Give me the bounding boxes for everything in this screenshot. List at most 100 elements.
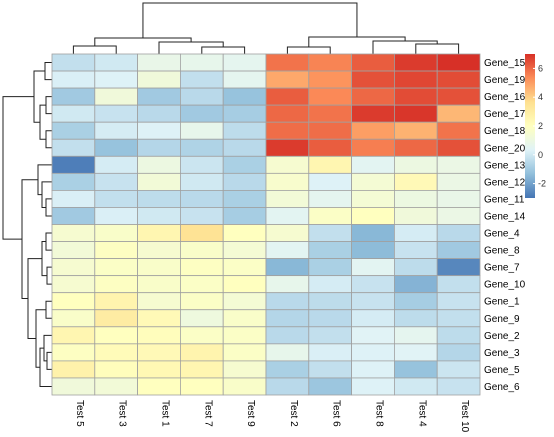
column-label: Test 6 [331, 400, 342, 427]
heatmap-cell [51, 189, 96, 208]
legend-tick-label: 6 [538, 63, 543, 73]
dendrogram-link [27, 258, 42, 340]
heatmap-cell [222, 292, 267, 311]
heatmap-cell [351, 343, 395, 362]
heatmap-cell [137, 292, 181, 311]
heatmap-cell [265, 326, 310, 345]
column-label: Test 3 [117, 400, 128, 427]
heatmap-cell [265, 275, 310, 294]
dendrogram-link [45, 300, 52, 319]
heatmap-cell [51, 53, 96, 72]
heatmap-cell [222, 121, 267, 140]
heatmap-cell [137, 138, 181, 157]
heatmap-cell [137, 224, 181, 242]
heatmap-cell [393, 189, 438, 208]
heatmap-cell [51, 138, 96, 157]
heatmap-cell [51, 377, 96, 396]
heatmap-cell [393, 207, 438, 225]
heatmap-cell [308, 258, 352, 277]
row-label: Gene_1 [484, 297, 520, 308]
heatmap-cell [179, 326, 224, 345]
heatmap-cell [436, 189, 481, 208]
heatmap-cell [94, 275, 139, 294]
heatmap-cell [179, 207, 224, 225]
row-label: Gene_14 [484, 211, 526, 222]
heatmap-cell [393, 70, 438, 89]
heatmap-cell [222, 87, 267, 106]
row-label: Gene_17 [484, 109, 526, 120]
row-label: Gene_11 [484, 194, 525, 205]
heatmap-cell [179, 155, 224, 174]
column-label: Test 8 [374, 400, 385, 427]
heatmap-cell [393, 377, 438, 396]
dendrogram-link [201, 46, 246, 54]
heatmap-cell [94, 172, 139, 191]
heatmap-cell [179, 292, 224, 311]
heatmap-cell [351, 155, 395, 174]
row-label: Gene_3 [484, 348, 520, 359]
heatmap-cell [393, 121, 438, 140]
dendrogram-link [308, 36, 406, 47]
heatmap-cell [351, 87, 395, 106]
heatmap-cell [351, 121, 395, 140]
legend-color-bar [525, 54, 535, 198]
heatmap-cell [265, 224, 310, 242]
heatmap-cell [393, 172, 438, 191]
heatmap-cell [265, 292, 310, 311]
heatmap-cell [137, 104, 181, 123]
heatmap-cell [51, 121, 96, 140]
heatmap-cell [94, 121, 139, 140]
dendrogram-link [45, 198, 52, 217]
row-label: Gene_18 [484, 126, 526, 137]
dendrogram-link [158, 41, 224, 54]
heatmap-cell [436, 343, 481, 362]
heatmap-cell [137, 121, 181, 140]
heatmap-cell [351, 104, 395, 123]
legend-tick-label: 4 [538, 92, 543, 102]
heatmap-cell [137, 70, 181, 89]
heatmap-cell [436, 121, 481, 140]
row-label: Gene_19 [484, 75, 526, 86]
row-label: Gene_7 [484, 263, 520, 274]
heatmap-cell [308, 70, 352, 89]
heatmap-cell [94, 292, 139, 311]
heatmap-cell [436, 360, 481, 379]
heatmap-cell [436, 224, 481, 242]
heatmap-cell [265, 207, 310, 225]
heatmap-cell [179, 121, 224, 140]
heatmap-cell [351, 326, 395, 345]
heatmap-cell [265, 189, 310, 208]
dendrogram-link [39, 347, 52, 387]
dendrogram-link [286, 46, 331, 54]
dendrogram-link [41, 181, 52, 208]
dendrogram-link [72, 45, 117, 54]
heatmap-cell [436, 104, 481, 123]
heatmap-cell [308, 360, 352, 379]
row-labels: Gene_15 Gene_19 Gene_16 Gene_17 Gene_18 Gene_… [484, 58, 526, 393]
heatmap-cell [436, 275, 481, 294]
heatmap-cell [393, 309, 438, 328]
heatmap-cell [51, 224, 96, 242]
heatmap-cell [94, 155, 139, 174]
dendrogram-link [46, 266, 52, 285]
heatmap-cell [179, 241, 224, 260]
heatmap-cell [265, 121, 310, 140]
heatmap-cell [222, 53, 267, 72]
color-legend: -2 0 2 4 6 [525, 54, 546, 198]
heatmap-cell [94, 343, 139, 362]
heatmap-cell [265, 172, 310, 191]
dendrogram-link [2, 96, 34, 240]
heatmap-cell [393, 104, 438, 123]
heatmap-cell [393, 258, 438, 277]
heatmap-cell [222, 104, 267, 123]
dendrogram-link [142, 2, 358, 38]
dendrogram-link [372, 40, 438, 54]
dendrogram-link [45, 130, 52, 149]
heatmap-cell [308, 172, 352, 191]
heatmap-cell [179, 224, 224, 242]
column-label: Test 9 [245, 400, 256, 427]
heatmap-cell [137, 207, 181, 225]
heatmap-cell [222, 343, 267, 362]
heatmap-cell [94, 360, 139, 379]
